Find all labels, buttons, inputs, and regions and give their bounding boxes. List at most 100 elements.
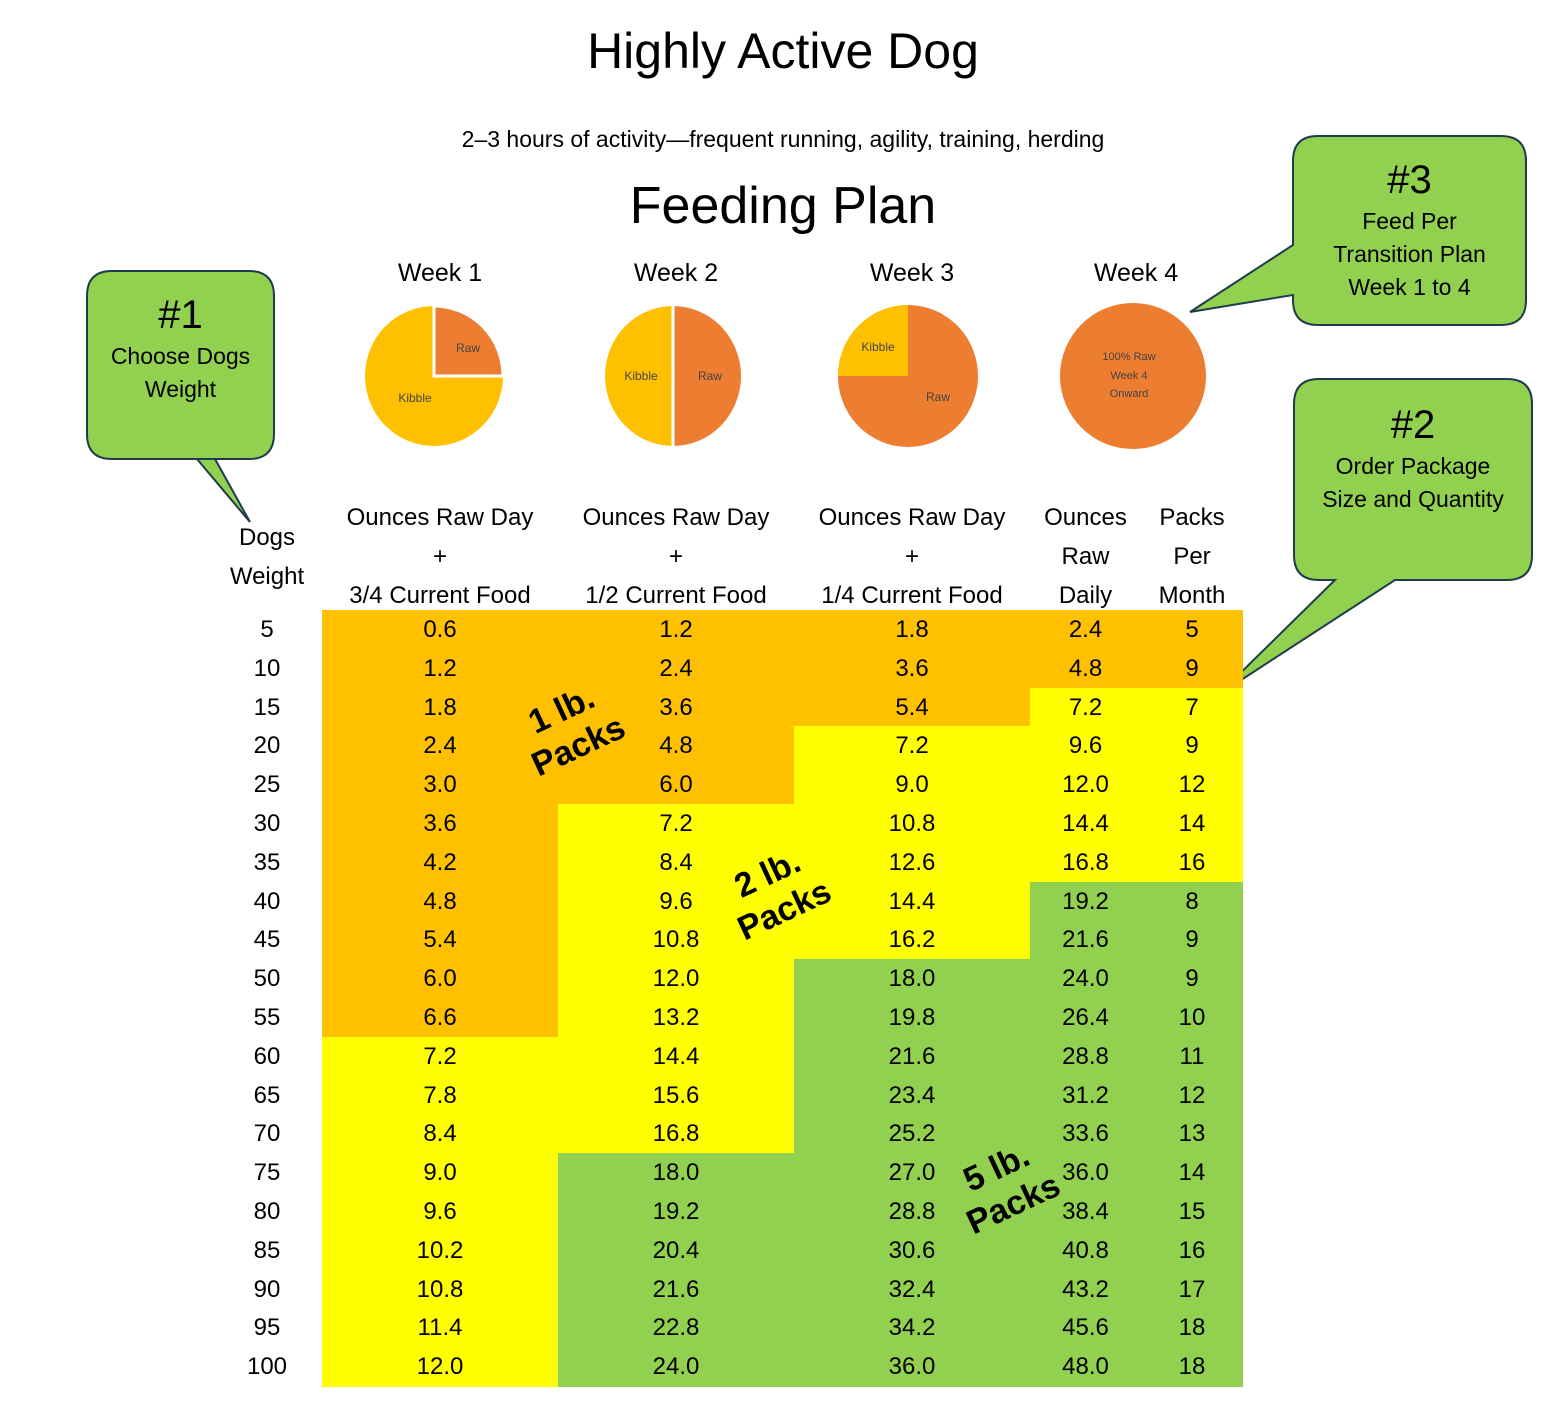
pie-week-2-raw-label: Raw bbox=[698, 369, 722, 383]
table-cell: 16.2 bbox=[794, 920, 1030, 961]
table-cell: 7.2 bbox=[794, 726, 1030, 767]
callout-3-line3: Week 1 to 4 bbox=[1348, 274, 1471, 300]
table-cell: 3.0 bbox=[322, 765, 558, 805]
plan-title: Feeding Plan bbox=[629, 177, 937, 235]
header-week3: Ounces Raw Day +1/4 Current Food bbox=[818, 504, 1006, 609]
pie-week-2-kibble-label: Kibble bbox=[624, 369, 658, 383]
weight-cell: 65 bbox=[253, 1081, 281, 1109]
table-cell: 4.2 bbox=[322, 842, 558, 883]
table-cell: 8.4 bbox=[322, 1114, 558, 1155]
callout-1-shape bbox=[86, 270, 275, 523]
weight-cell: 95 bbox=[253, 1314, 281, 1342]
table-cell: 9.0 bbox=[794, 765, 1030, 805]
callout-2-number: #2 bbox=[1390, 403, 1436, 447]
table-cell: 28.8 bbox=[1030, 1036, 1141, 1077]
week-3-label: Week 3 bbox=[869, 259, 955, 287]
table-cell: 12 bbox=[1141, 1075, 1243, 1116]
table-cell: 9 bbox=[1141, 648, 1243, 689]
table-cell: 32.4 bbox=[794, 1269, 1030, 1310]
table-cell: 7.2 bbox=[558, 804, 794, 844]
header-weight: Dogs Weight bbox=[229, 524, 305, 590]
table-cell: 33.6 bbox=[1030, 1114, 1141, 1155]
table-cell: 12 bbox=[1141, 765, 1243, 805]
pie-week-4-raw bbox=[1060, 303, 1206, 449]
weight-cell: 70 bbox=[253, 1120, 281, 1148]
callout-3-line2: Transition Plan bbox=[1333, 241, 1486, 267]
pie-week-3: Raw Kibble bbox=[838, 305, 978, 447]
table-cell: 14.4 bbox=[794, 881, 1030, 922]
table-cell: 7 bbox=[1141, 687, 1243, 728]
svg-text:Week 4: Week 4 bbox=[1110, 370, 1147, 382]
table-cell: 18 bbox=[1141, 1347, 1243, 1387]
callout-choose-weight: #1 Choose Dogs Weight bbox=[87, 290, 274, 406]
table-cell: 14 bbox=[1141, 804, 1243, 844]
table-cell: 15 bbox=[1141, 1192, 1243, 1232]
week-2-label: Week 2 bbox=[633, 259, 719, 287]
table-cell: 19.2 bbox=[1030, 881, 1141, 922]
table-cell: 9 bbox=[1141, 920, 1243, 961]
header-week1: Ounces Raw Day +3/4 Current Food bbox=[346, 504, 534, 609]
table-cell: 24.0 bbox=[558, 1347, 794, 1387]
pie-week-2-kibble bbox=[605, 306, 673, 446]
callout-1-line1: Choose Dogs bbox=[110, 343, 251, 369]
callout-order-package: #2 Order Package Size and Quantity bbox=[1294, 400, 1532, 516]
weight-cell: 45 bbox=[253, 926, 281, 954]
weight-cell: 75 bbox=[253, 1159, 281, 1187]
table-cell: 18.0 bbox=[794, 959, 1030, 999]
pie-week-2-raw bbox=[673, 306, 741, 446]
table-cell: 10.2 bbox=[322, 1230, 558, 1271]
weight-cell: 80 bbox=[253, 1198, 281, 1225]
week-1-label: Week 1 bbox=[397, 259, 483, 287]
callout-1-line2: Weight bbox=[144, 376, 217, 402]
header-week2: Ounces Raw Day +1/2 Current Food bbox=[582, 504, 770, 609]
table-cell: 19.8 bbox=[794, 998, 1030, 1038]
table-cell: 10.8 bbox=[558, 920, 794, 961]
table-cell: 15.6 bbox=[558, 1075, 794, 1116]
weight-cell: 40 bbox=[253, 887, 281, 915]
pie-week-3-raw-label: Raw bbox=[926, 390, 950, 404]
table-cell: 8.4 bbox=[558, 842, 794, 883]
table-cell: 13 bbox=[1141, 1114, 1243, 1155]
pie-week-2: Raw Kibble bbox=[605, 306, 741, 446]
pie-week-3-kibble bbox=[838, 305, 908, 376]
weight-cell: 100 bbox=[246, 1353, 288, 1381]
table-cell: 5 bbox=[1141, 610, 1243, 650]
table-cell: 9.0 bbox=[322, 1153, 558, 1193]
table-cell: 27.0 bbox=[794, 1153, 1030, 1193]
table-cell: 9.6 bbox=[1030, 726, 1141, 767]
table-cell: 2.4 bbox=[558, 648, 794, 689]
pie-week-1-kibble-label: Kibble bbox=[398, 391, 432, 405]
table-cell: 28.8 bbox=[794, 1192, 1030, 1232]
table-cell: 3.6 bbox=[794, 648, 1030, 689]
weight-cell: 50 bbox=[253, 965, 281, 993]
table-cell: 21.6 bbox=[794, 1036, 1030, 1077]
table-cell: 16.8 bbox=[1030, 842, 1141, 883]
table-cell: 1.8 bbox=[322, 687, 558, 728]
table-cell: 24.0 bbox=[1030, 959, 1141, 999]
callout-3-shape bbox=[1189, 135, 1527, 326]
callout-2-line2: Size and Quantity bbox=[1322, 486, 1504, 512]
table-cell: 11 bbox=[1141, 1036, 1243, 1077]
table-cell: 16.8 bbox=[558, 1114, 794, 1155]
table-cell: 0.6 bbox=[322, 610, 558, 650]
page-title: Highly Active Dog bbox=[587, 23, 979, 79]
weight-cell: 35 bbox=[253, 848, 281, 876]
pie-week-4: 100% Raw Week 4 Onward bbox=[1060, 303, 1206, 449]
callout-2-shape bbox=[1217, 378, 1533, 696]
weight-cell: 90 bbox=[253, 1275, 281, 1303]
table-cell: 21.6 bbox=[1030, 920, 1141, 961]
table-cell: 3.6 bbox=[558, 687, 794, 728]
table-cell: 17 bbox=[1141, 1269, 1243, 1310]
table-cell: 23.4 bbox=[794, 1075, 1030, 1116]
table-cell: 7.8 bbox=[322, 1075, 558, 1116]
table-cell: 6.0 bbox=[558, 765, 794, 805]
table-cell: 4.8 bbox=[1030, 648, 1141, 689]
weight-cell: 10 bbox=[253, 654, 281, 682]
table-cell: 1.8 bbox=[794, 610, 1030, 650]
table-cell: 30.6 bbox=[794, 1230, 1030, 1271]
table-cell: 11.4 bbox=[322, 1308, 558, 1349]
callout-3-line1: Feed Per bbox=[1362, 208, 1457, 234]
table-cell: 38.4 bbox=[1030, 1192, 1141, 1232]
table-cell: 18.0 bbox=[558, 1153, 794, 1193]
